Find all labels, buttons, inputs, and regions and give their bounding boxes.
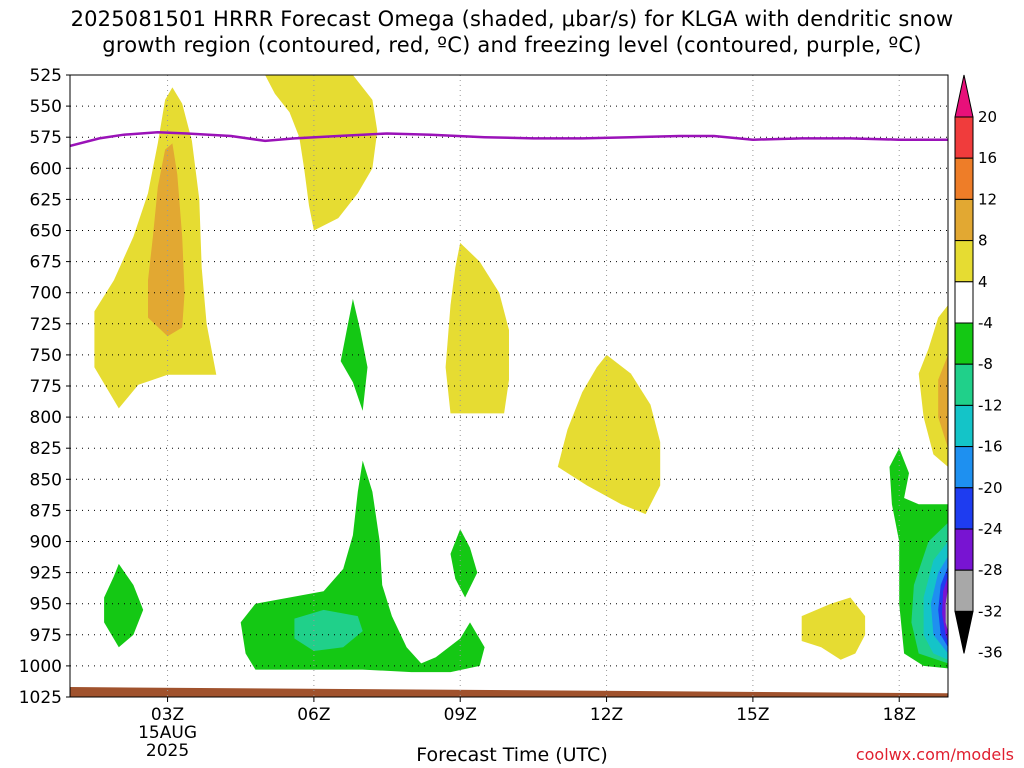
y-tick-label-850: 850 (30, 470, 62, 490)
omega-region-8 (104, 563, 144, 648)
y-tick-label-675: 675 (30, 253, 62, 273)
y-tick-label-725: 725 (30, 315, 62, 335)
colorbar-swatch-5 (954, 322, 974, 365)
colorbar-top-arrow (954, 74, 974, 118)
freezing-level-line (70, 130, 948, 148)
colorbar-label-13: -36 (978, 644, 1003, 662)
colorbar-label-2: 12 (978, 190, 997, 208)
title-line-2: growth region (contoured, red, ºC) and f… (102, 33, 922, 57)
y-tick-label-1000: 1000 (19, 657, 62, 677)
omega-region-19 (945, 588, 948, 632)
date-label-day: 15AUG (138, 723, 197, 743)
y-tick-label-775: 775 (30, 377, 62, 397)
colorbar-label-5: -4 (978, 314, 993, 332)
line-layer (70, 130, 948, 148)
omega-region-7 (938, 354, 948, 449)
y-tick-label-1025: 1025 (19, 688, 62, 708)
x-tick-label-12Z: 12Z (590, 705, 623, 725)
omega-region-3 (445, 242, 509, 414)
colorbar-label-7: -12 (978, 396, 1003, 414)
chart-title: 2025081501 HRRR Forecast Omega (shaded, … (0, 6, 1024, 58)
omega-region-11 (450, 529, 478, 598)
x-tick-label-03Z: 03Z (151, 705, 184, 725)
colorbar-swatch-0 (954, 116, 974, 159)
y-tick-label-650: 650 (30, 222, 62, 242)
date-label-year: 2025 (146, 741, 189, 761)
colorbar-label-9: -20 (978, 479, 1003, 497)
omega-region-5 (801, 597, 866, 660)
y-tick-label-625: 625 (30, 190, 62, 210)
y-tick-label-750: 750 (30, 346, 62, 366)
colorbar-swatch-2 (954, 198, 974, 242)
omega-region-1 (148, 143, 185, 337)
y-tick-label-600: 600 (30, 159, 62, 179)
colorbar-label-12: -32 (978, 602, 1003, 620)
colorbar-swatch-6 (954, 363, 974, 406)
y-tick-label-925: 925 (30, 564, 62, 584)
x-tick-label-09Z: 09Z (444, 705, 477, 725)
colorbar-label-0: 20 (978, 108, 997, 126)
colorbar-label-1: 16 (978, 149, 997, 167)
colorbar-swatch-11 (954, 569, 974, 612)
y-tick-label-700: 700 (30, 284, 62, 304)
colorbar-swatch-10 (954, 528, 974, 571)
colorbar-label-3: 8 (978, 232, 988, 250)
y-tick-label-525: 525 (30, 66, 62, 86)
credit-link[interactable]: coolwx.com/models (855, 745, 1014, 764)
omega-region-9 (340, 298, 368, 411)
y-tick-label-575: 575 (30, 128, 62, 148)
y-axis: 525 550 575 600 625 650 675 700 725 750 775 800 825 8… (19, 66, 70, 708)
omega-region-2 (265, 75, 378, 231)
y-tick-label-950: 950 (30, 595, 62, 615)
colorbar-bottom-arrow (954, 610, 974, 654)
y-tick-label-825: 825 (30, 439, 62, 459)
colorbar-swatch-8 (954, 446, 974, 489)
colorbar-label-10: -24 (978, 520, 1003, 538)
y-tick-label-900: 900 (30, 533, 62, 553)
grid-layer (70, 75, 948, 697)
colorbar-label-8: -16 (978, 438, 1003, 456)
colorbar-swatch-7 (954, 404, 974, 448)
colorbar-swatch-3 (954, 240, 974, 283)
colorbar-label-11: -28 (978, 561, 1003, 579)
ground-surface (70, 687, 948, 697)
colorbar-label-4: 4 (978, 273, 988, 291)
x-tick-label-06Z: 06Z (297, 705, 330, 725)
title-line-1: 2025081501 HRRR Forecast Omega (shaded, … (70, 7, 954, 31)
x-axis-label: Forecast Time (UTC) (416, 744, 608, 766)
colorbar-swatch-4 (954, 281, 974, 324)
x-tick-label-15Z: 15Z (736, 705, 769, 725)
plot-fill-layer (70, 75, 948, 697)
omega-region-13 (294, 609, 363, 651)
colorbar-swatch-1 (954, 157, 974, 200)
y-tick-label-875: 875 (30, 501, 62, 521)
omega-region-6 (918, 305, 948, 467)
colorbar-swatch-9 (954, 487, 974, 530)
y-tick-label-975: 975 (30, 626, 62, 646)
omega-region-4 (557, 354, 661, 515)
y-tick-label-550: 550 (30, 97, 62, 117)
x-tick-label-18Z: 18Z (883, 705, 916, 725)
colorbar-label-6: -8 (978, 355, 993, 373)
y-tick-label-800: 800 (30, 408, 62, 428)
colorbar: 20 16 12 8 4 -4 -8 -12 -16 -20 -24 -28 -32 -36 (954, 74, 1003, 662)
